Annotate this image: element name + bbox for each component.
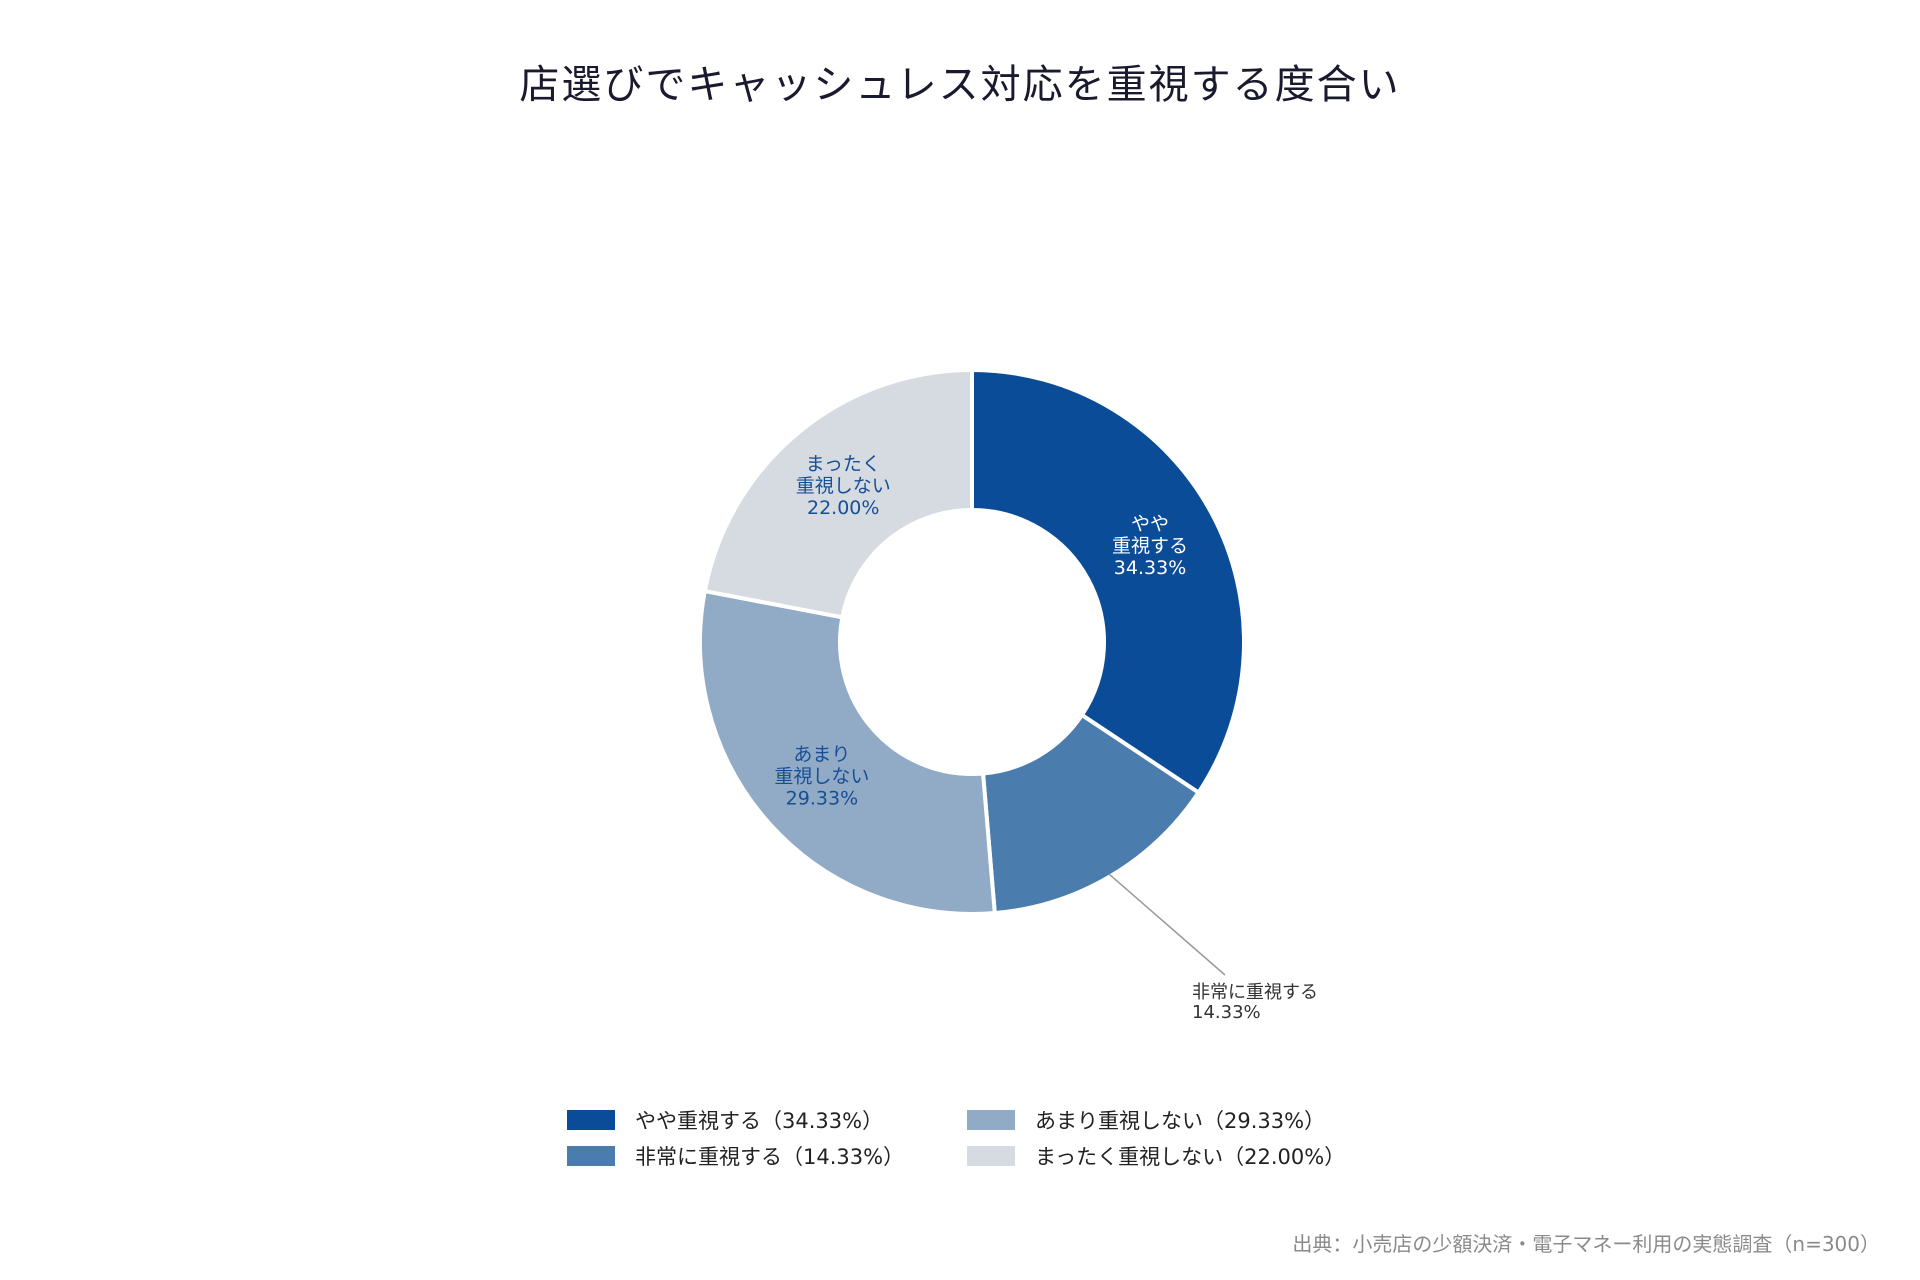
donut-slice-0 bbox=[970, 367, 1246, 796]
legend-swatch bbox=[567, 1110, 615, 1130]
legend-label: まったく重視しない（22.00%） bbox=[1035, 1145, 1346, 1169]
slice-label-3-1: 重視しない bbox=[796, 475, 891, 497]
legend-swatch bbox=[567, 1146, 615, 1166]
slice-label-3-0: まったく bbox=[806, 453, 881, 475]
legend-item-yaya: やや重視する（34.33%） bbox=[567, 1108, 967, 1133]
legend-label: やや重視する（34.33%） bbox=[635, 1109, 884, 1133]
legend-swatch bbox=[967, 1110, 1015, 1130]
legend-label: あまり重視しない（29.33%） bbox=[1035, 1109, 1326, 1133]
slice-label-1-0: 非常に重視する bbox=[1192, 982, 1318, 1003]
legend-item-hijou: 非常に重視する（14.33%） bbox=[567, 1144, 967, 1169]
source-note: 出典：小売店の少額決済・電子マネー利用の実態調査（n=300） bbox=[1292, 1232, 1880, 1256]
legend-swatch bbox=[967, 1146, 1015, 1166]
slice-label-2-2: 29.33% bbox=[786, 788, 858, 810]
legend-item-amari: あまり重視しない（29.33%） bbox=[967, 1108, 1387, 1133]
slice-label-3-2: 22.00% bbox=[807, 497, 879, 519]
slice-label-0-0: やや bbox=[1131, 513, 1169, 535]
slice-label-0-2: 34.33% bbox=[1114, 557, 1186, 579]
leader-line bbox=[1108, 873, 1226, 976]
donut-chart: やや重視する34.33%非常に重視する14.33%あまり重視しない29.33%ま… bbox=[698, 367, 1318, 1023]
donut-slice-2 bbox=[698, 588, 997, 916]
chart-title: 店選びでキャッシュレス対応を重視する度合い bbox=[519, 62, 1401, 108]
slice-label-2-0: あまり bbox=[793, 744, 850, 766]
legend: やや重視する（34.33%） あまり重視しない（29.33%） 非常に重視する（… bbox=[567, 1108, 1387, 1169]
donut-slice-3 bbox=[702, 367, 974, 620]
legend-item-mattaku: まったく重視しない（22.00%） bbox=[967, 1144, 1387, 1169]
legend-label: 非常に重視する（14.33%） bbox=[635, 1145, 905, 1169]
donut-slice-1 bbox=[980, 712, 1202, 916]
slice-label-1-1: 14.33% bbox=[1192, 1002, 1261, 1023]
slice-label-2-1: 重視しない bbox=[774, 766, 869, 788]
slice-label-0-1: 重視する bbox=[1112, 535, 1188, 557]
